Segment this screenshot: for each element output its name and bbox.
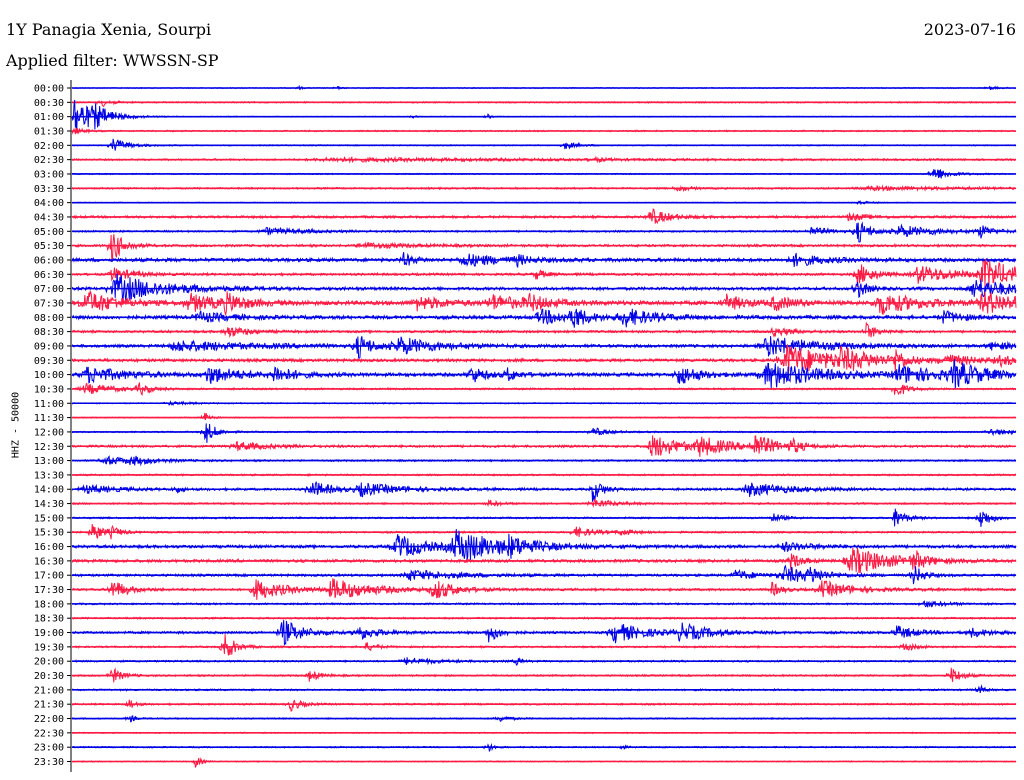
time-label: 02:00 — [34, 141, 64, 152]
date-label: 2023-07-16 — [923, 20, 1016, 39]
time-label: 13:00 — [34, 456, 64, 467]
time-label: 13:30 — [34, 470, 64, 481]
time-label: 09:30 — [34, 356, 64, 367]
time-label: 01:30 — [34, 126, 64, 137]
time-label: 15:00 — [34, 513, 64, 524]
seismic-trace — [71, 423, 1017, 443]
seismic-trace — [71, 336, 1017, 359]
time-label: 04:00 — [34, 198, 64, 209]
time-label: 10:30 — [34, 384, 64, 395]
time-label: 14:30 — [34, 499, 64, 510]
time-label: 12:30 — [34, 442, 64, 453]
time-label: 07:00 — [34, 284, 64, 295]
time-label: 15:30 — [34, 528, 64, 539]
seismic-trace — [71, 234, 1017, 263]
seismic-trace — [71, 699, 1017, 712]
time-label: 09:00 — [34, 341, 64, 352]
seismic-trace — [71, 273, 1017, 302]
time-label: 03:30 — [34, 184, 64, 195]
time-label: 22:00 — [34, 714, 64, 725]
time-label: 17:30 — [34, 585, 64, 596]
station-title: 1Y Panagia Xenia, Sourpi — [6, 20, 212, 39]
seismic-trace — [71, 258, 1017, 287]
seismic-trace — [71, 321, 1017, 339]
time-label: 18:30 — [34, 614, 64, 625]
time-label: 05:30 — [34, 241, 64, 252]
filter-label: Applied filter: WWSSN-SP — [6, 51, 219, 70]
time-label: 00:00 — [34, 84, 64, 95]
seismic-trace — [71, 221, 1017, 243]
time-label: 16:30 — [34, 556, 64, 567]
time-label: 05:00 — [34, 227, 64, 238]
time-label: 23:30 — [34, 757, 64, 768]
time-label: 11:00 — [34, 399, 64, 410]
seismic-trace — [71, 480, 1017, 502]
time-label: 21:30 — [34, 700, 64, 711]
time-label: 20:30 — [34, 671, 64, 682]
time-label: 19:30 — [34, 642, 64, 653]
time-label: 08:30 — [34, 327, 64, 338]
time-label: 17:00 — [34, 571, 64, 582]
time-label: 12:00 — [34, 427, 64, 438]
time-label: 06:00 — [34, 255, 64, 266]
time-label: 01:00 — [34, 112, 64, 123]
time-label: 23:00 — [34, 743, 64, 754]
time-label: 02:30 — [34, 155, 64, 166]
time-label: 03:00 — [34, 169, 64, 180]
seismic-trace — [71, 742, 1017, 752]
time-label: 07:30 — [34, 298, 64, 309]
time-label: 14:00 — [34, 485, 64, 496]
seismic-trace — [72, 757, 1017, 768]
seismic-trace — [71, 634, 1017, 656]
time-label: 08:00 — [34, 313, 64, 324]
time-label: 10:00 — [34, 370, 64, 381]
time-label: 04:30 — [34, 212, 64, 223]
seismic-trace — [71, 412, 1017, 421]
time-label: 00:30 — [34, 98, 64, 109]
time-label: 06:30 — [34, 270, 64, 281]
seismic-trace — [71, 308, 1017, 328]
time-label: 21:00 — [34, 685, 64, 696]
time-label: 19:00 — [34, 628, 64, 639]
seismic-trace — [71, 289, 1017, 317]
time-label: 18:00 — [34, 599, 64, 610]
time-label: 11:30 — [34, 413, 64, 424]
time-label: 20:00 — [34, 657, 64, 668]
time-label: 16:00 — [34, 542, 64, 553]
time-label: 22:30 — [34, 728, 64, 739]
